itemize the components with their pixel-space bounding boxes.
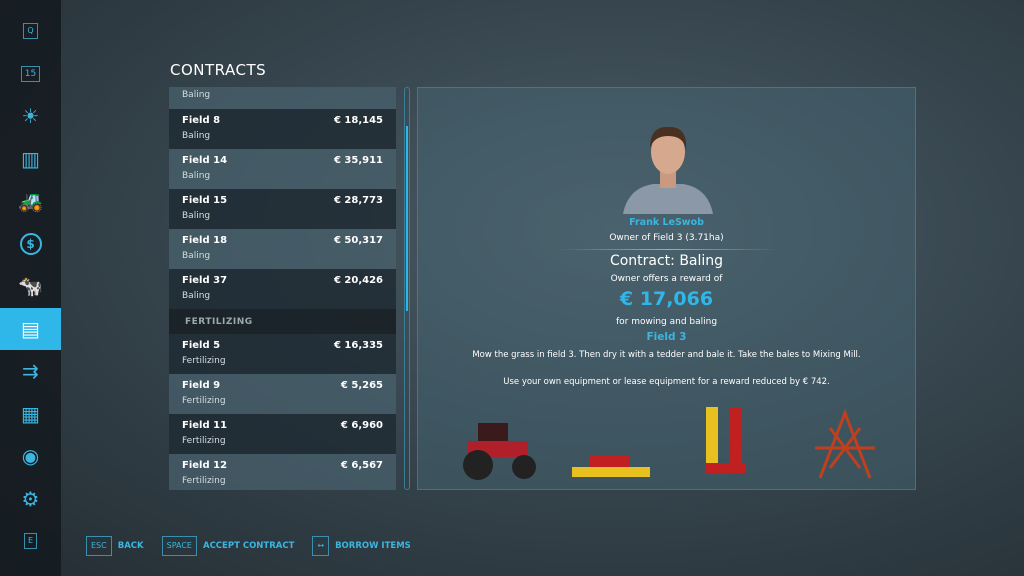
key-hint: SPACE: [161, 536, 197, 556]
price: € 6,567: [340, 460, 383, 471]
production-icon: ⇉: [22, 359, 39, 383]
price: € 18,145: [333, 115, 383, 126]
statistics-icon: ▥: [21, 146, 40, 171]
price: € 35,911: [333, 155, 383, 166]
sidebar-item-weather[interactable]: ☀: [0, 95, 61, 137]
field-name: Field 11: [182, 420, 228, 431]
borrow-items-button[interactable]: ↔ BORROW ITEMS: [312, 536, 411, 556]
price: € 50,317: [333, 235, 383, 246]
sidebar-item-statistics[interactable]: ▥: [0, 138, 61, 180]
tractor-image: [463, 423, 536, 480]
contract-type: Fertilizing: [182, 476, 226, 486]
price: € 20,426: [333, 275, 383, 286]
page-title: CONTRACTS: [170, 61, 267, 79]
sidebar: Q 15 ☀ ▥ 🚜 $ 🐄 ▤ ⇉ ▦ ◉ ⚙ E: [0, 0, 61, 576]
contract-type: Baling: [182, 211, 211, 221]
divider: [558, 249, 778, 250]
key-hint: ESC: [86, 536, 112, 556]
contract-type: Baling: [182, 171, 211, 181]
contract-type: Fertilizing: [182, 436, 226, 446]
scrollbar[interactable]: [404, 87, 410, 490]
sidebar-item-finances[interactable]: $: [0, 223, 61, 265]
action-label: ACCEPT CONTRACT: [202, 541, 295, 551]
reward-amount: € 17,066: [619, 288, 714, 310]
contract-type: Fertilizing: [182, 396, 226, 406]
sidebar-item-production[interactable]: ⇉: [0, 350, 61, 392]
key-hint: ↔: [312, 536, 330, 556]
list-item[interactable]: Field 12 € 6,567 Fertilizing: [169, 454, 396, 490]
action-label: BACK: [117, 541, 144, 551]
mower-conditioner-image: [706, 407, 746, 473]
price: € 6,960: [340, 420, 383, 431]
scrollbar-thumb[interactable]: [406, 126, 408, 311]
list-item[interactable]: Field 8 € 18,145 Baling: [169, 109, 396, 149]
price: € 16,335: [333, 340, 383, 351]
sidebar-item-production-chains[interactable]: ▦: [0, 393, 61, 435]
contract-title: Contract: Baling: [609, 253, 724, 269]
footer-actions: ESC BACK SPACE ACCEPT CONTRACT ↔ BORROW ITEMS: [86, 536, 423, 556]
field-name: Field 5: [182, 340, 221, 351]
list-item[interactable]: Field 14 € 35,911 Baling: [169, 149, 396, 189]
sidebar-item-q-key[interactable]: Q: [0, 10, 61, 52]
field-name: Field 3: [646, 331, 687, 343]
calendar-icon: 15: [20, 65, 41, 82]
contract-detail-panel: Frank LeSwob Owner of Field 3 (3.71ha) C…: [417, 87, 916, 490]
contract-description: Mow the grass in field 3. Then dry it wi…: [472, 350, 861, 360]
field-name: Field 37: [182, 275, 228, 286]
finances-icon: $: [19, 232, 42, 255]
field-name: Field 8: [182, 115, 221, 126]
tractor-icon: 🚜: [18, 189, 43, 213]
production-chains-icon: ▦: [21, 401, 40, 426]
section-header-fertilizing: FERTILIZING: [169, 309, 396, 334]
owner-avatar: [623, 126, 713, 214]
contracts-list: Baling Field 8 € 18,145 Baling Field 14 €…: [169, 87, 396, 490]
contract-type: Baling: [182, 251, 211, 261]
list-item[interactable]: Field 15 € 28,773 Baling: [169, 189, 396, 229]
list-item[interactable]: Field 18 € 50,317 Baling: [169, 229, 396, 269]
contract-type: Fertilizing: [182, 356, 226, 366]
sidebar-item-calendar[interactable]: 15: [0, 53, 61, 95]
for-text: for mowing and baling: [615, 317, 718, 327]
sidebar-item-settings[interactable]: ⚙: [0, 478, 61, 520]
settings-icon: ⚙: [21, 486, 40, 511]
list-item[interactable]: Field 37 € 20,426 Baling: [169, 269, 396, 309]
list-item[interactable]: Field 11 € 6,960 Fertilizing: [169, 414, 396, 454]
sidebar-item-animals[interactable]: 🐄: [0, 265, 61, 307]
sidebar-item-e-key[interactable]: E: [0, 520, 61, 562]
lease-info: Use your own equipment or lease equipmen…: [503, 377, 830, 387]
mower-image: [572, 455, 650, 477]
animals-icon: 🐄: [18, 274, 43, 298]
offer-text: Owner offers a reward of: [610, 274, 723, 284]
help-icon: ◉: [21, 444, 40, 468]
e-key-icon: E: [23, 533, 38, 549]
price: € 28,773: [333, 195, 383, 206]
field-name: Field 9: [182, 380, 221, 391]
tedder-image: [815, 408, 875, 479]
contract-type: Baling: [182, 291, 211, 301]
contract-type: Baling: [182, 131, 211, 141]
field-name: Field 12: [182, 460, 228, 471]
field-name: Field 14: [182, 155, 228, 166]
field-name: Field 18: [182, 235, 228, 246]
owner-name: Frank LeSwob: [629, 217, 704, 228]
list-item[interactable]: Field 9 € 5,265 Fertilizing: [169, 374, 396, 414]
owner-of: Owner of Field 3 (3.71ha): [609, 233, 724, 243]
sidebar-item-help[interactable]: ◉: [0, 435, 61, 477]
sidebar-item-tractor[interactable]: 🚜: [0, 180, 61, 222]
weather-icon: ☀: [21, 104, 40, 128]
list-item[interactable]: Baling: [169, 87, 396, 109]
field-name: Field 15: [182, 195, 228, 206]
price: € 5,265: [340, 380, 383, 391]
q-key-icon: Q: [23, 23, 38, 39]
sidebar-item-contracts[interactable]: ▤: [0, 307, 61, 350]
contracts-icon: ▤: [21, 316, 40, 341]
action-label: BORROW ITEMS: [335, 541, 411, 551]
accept-contract-button[interactable]: SPACE ACCEPT CONTRACT: [161, 536, 295, 556]
back-button[interactable]: ESC BACK: [86, 536, 144, 556]
list-item[interactable]: Field 5 € 16,335 Fertilizing: [169, 334, 396, 374]
